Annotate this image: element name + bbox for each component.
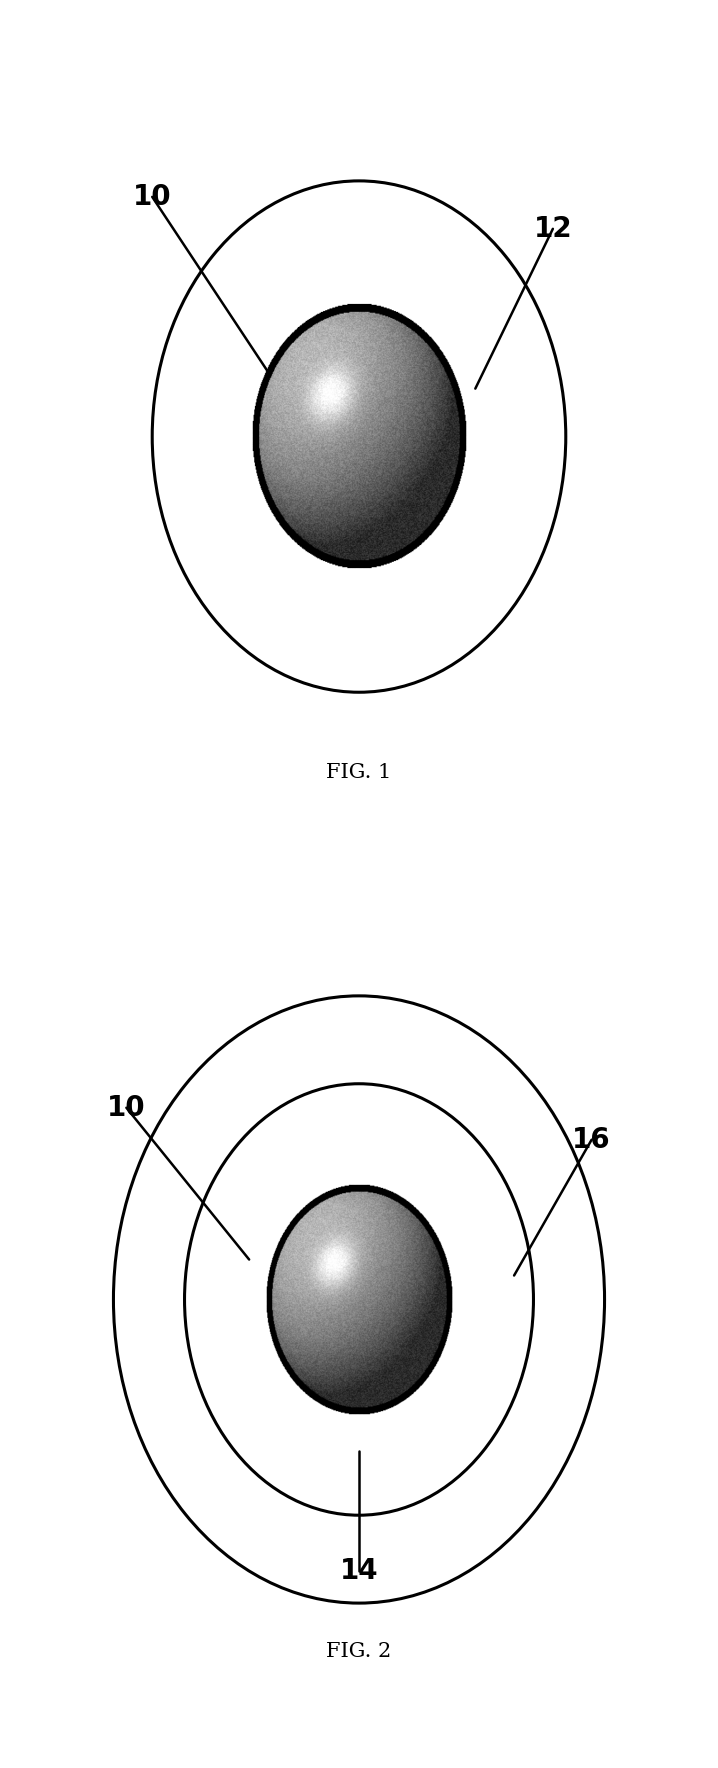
Text: FIG. 1: FIG. 1 <box>326 762 392 781</box>
Ellipse shape <box>185 1084 533 1515</box>
Ellipse shape <box>152 180 566 693</box>
Text: 14: 14 <box>340 1558 378 1586</box>
Ellipse shape <box>113 995 605 1604</box>
Text: FIG. 2: FIG. 2 <box>327 1641 391 1660</box>
Text: 16: 16 <box>572 1126 611 1155</box>
Text: 10: 10 <box>107 1094 146 1121</box>
Text: 10: 10 <box>133 182 172 210</box>
Text: 12: 12 <box>533 216 572 242</box>
